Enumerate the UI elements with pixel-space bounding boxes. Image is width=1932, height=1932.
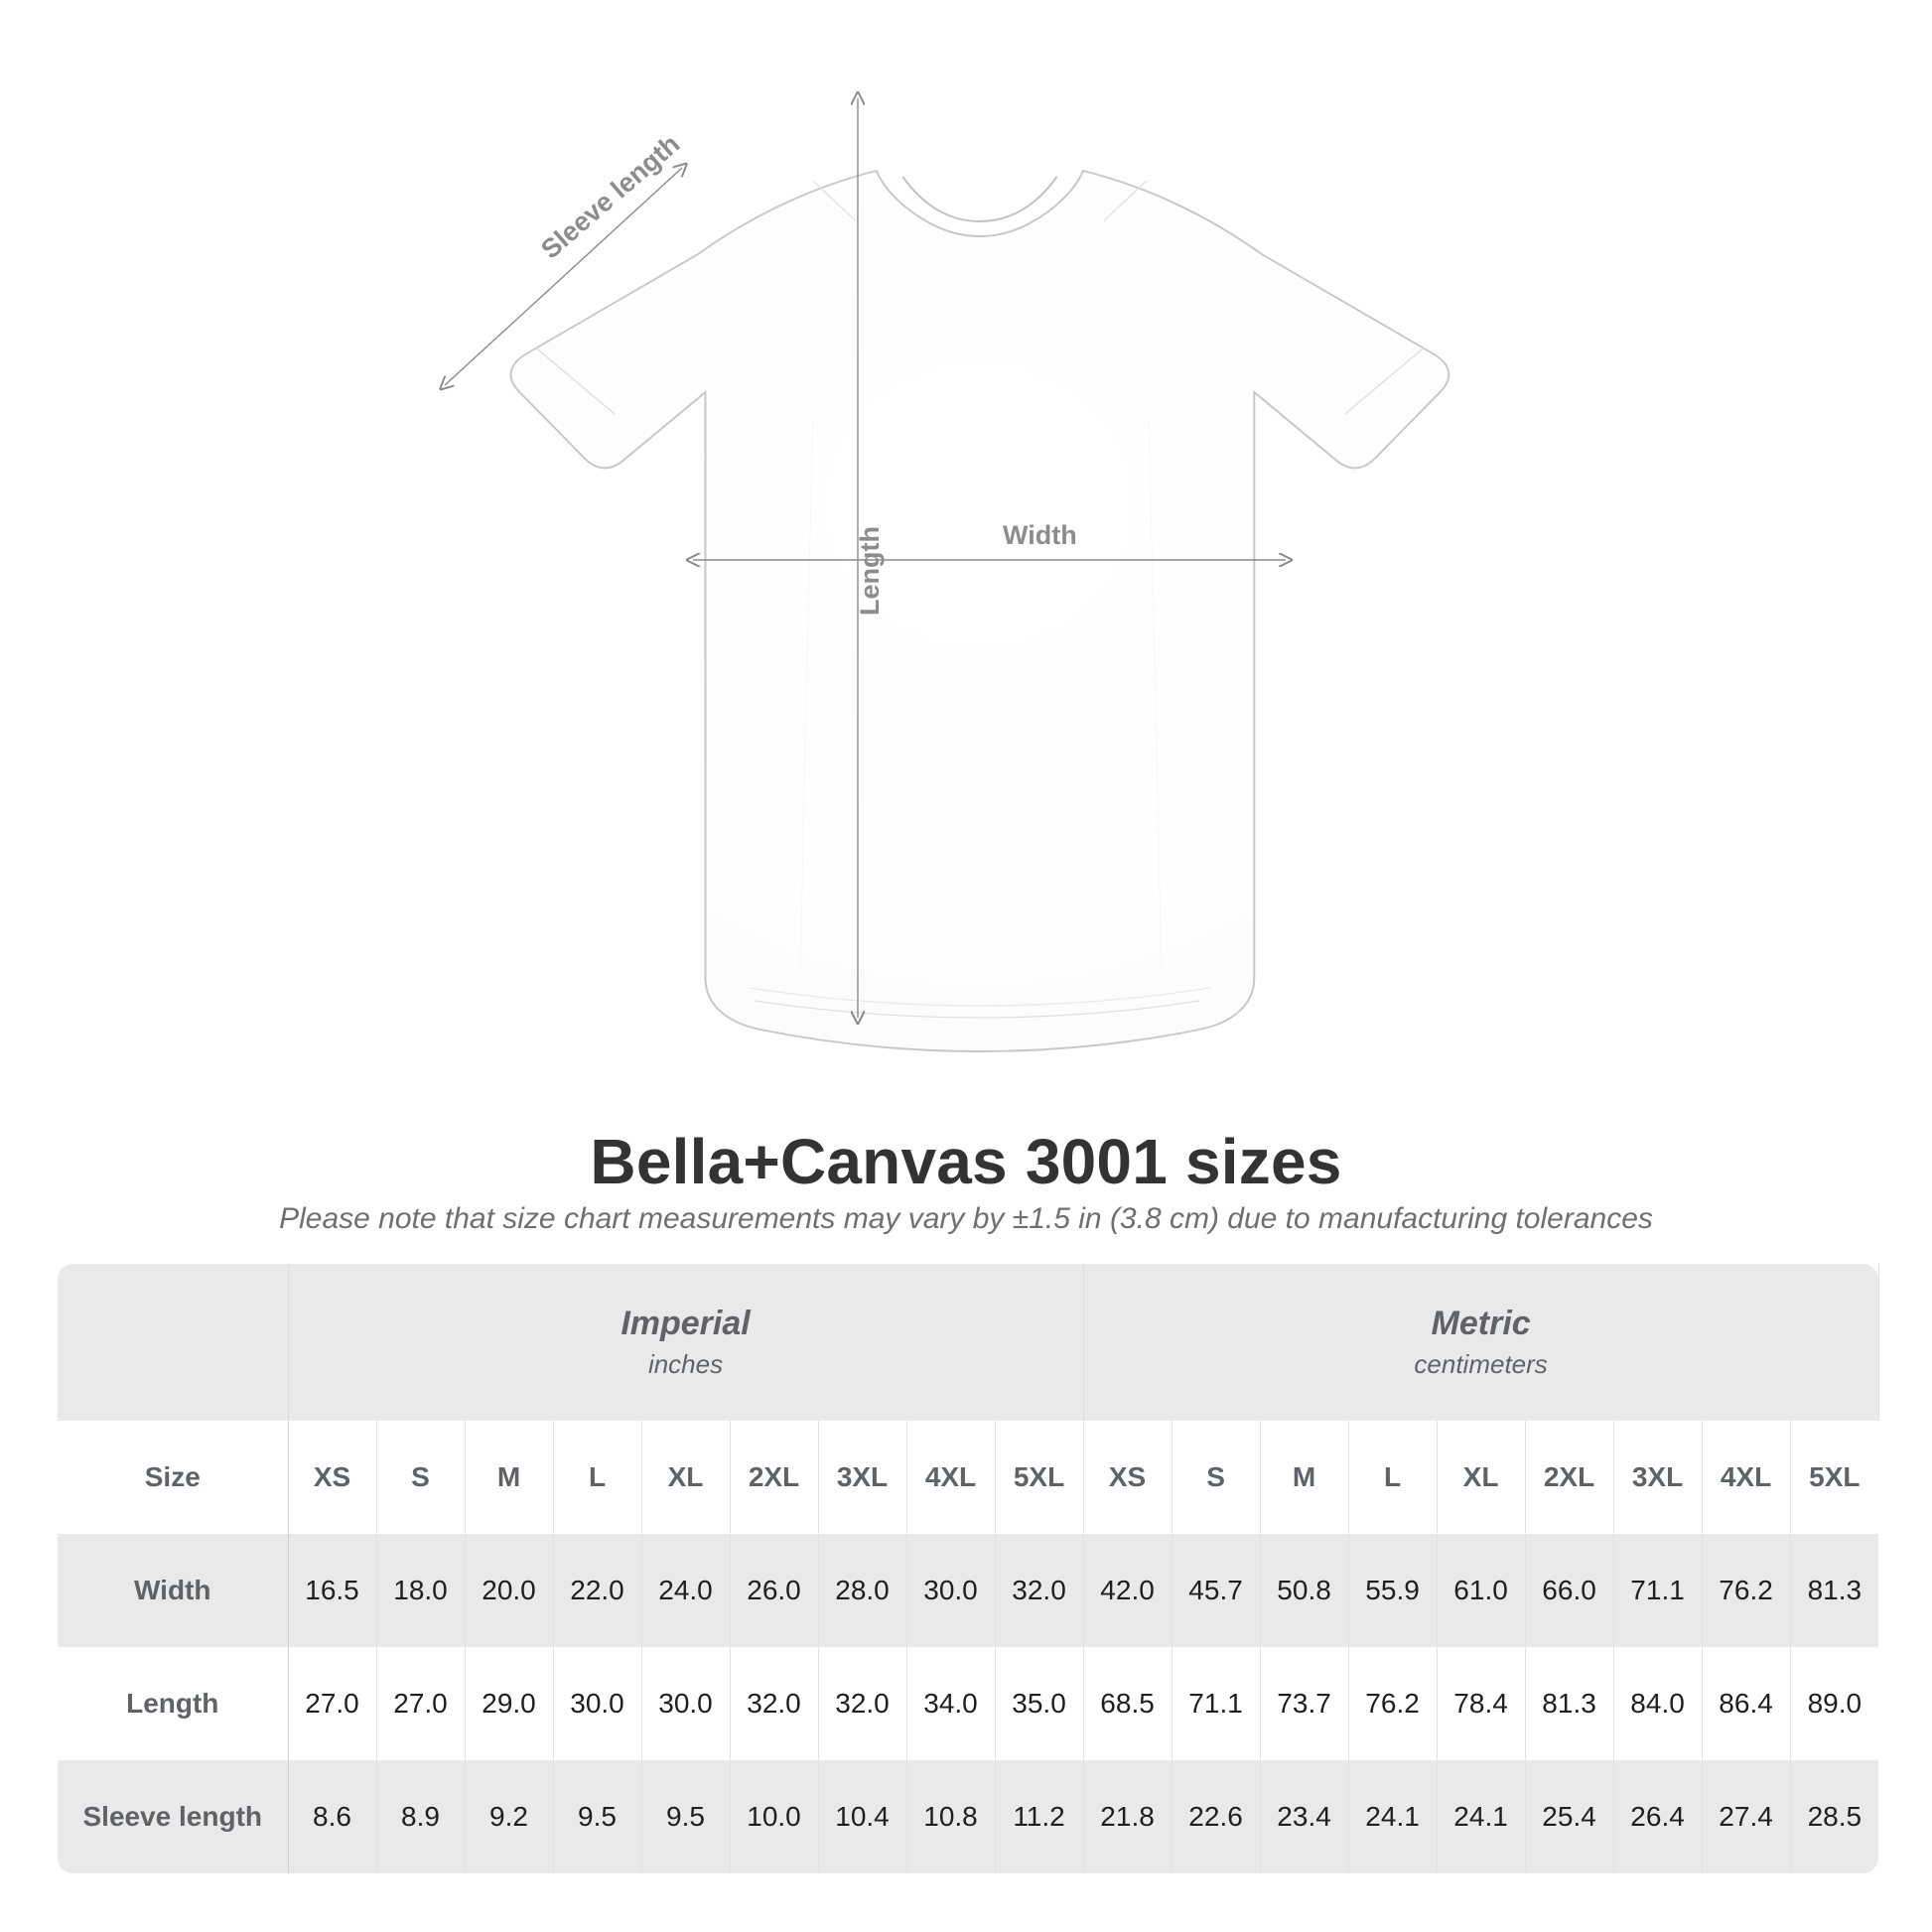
svg-text:Length: Length — [855, 526, 885, 616]
svg-text:Width: Width — [1003, 520, 1077, 550]
svg-text:Sleeve length: Sleeve length — [535, 129, 685, 265]
